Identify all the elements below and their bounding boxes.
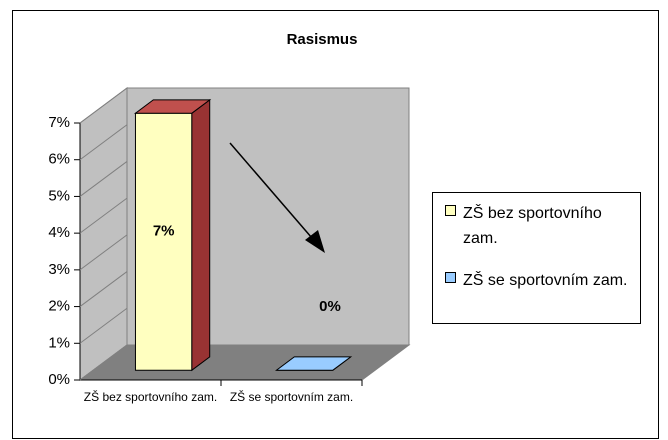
legend-swatch [445,205,456,216]
value-label: 7% [153,223,175,240]
legend-swatch [445,272,456,283]
legend-label: ZŠ bez sportovního zam. [463,205,602,247]
grid-line [79,344,128,381]
y-tick-label: 3% [48,261,70,278]
chart-title: Rasismus [287,31,358,48]
bar [133,98,212,372]
y-tick-label: 1% [48,334,70,351]
x-tick-label: ZŠ bez sportovního zam. [83,390,218,404]
arrow-head [305,230,325,253]
bar-side [191,98,211,372]
grid-line [79,124,128,161]
plot: 0% 1% 2% 3% 4% 5% 6% 7% [48,87,411,388]
y-tick-label: 7% [48,114,70,131]
grid-line [79,161,128,197]
y-tick-label: 0% [48,371,70,388]
arrow [229,142,319,246]
y-tick-label: 4% [48,224,70,241]
bar [274,356,353,371]
y-tick-label: 2% [48,298,70,315]
value-label: 0% [319,298,341,315]
grid-line [79,307,128,344]
y-tick-label: 5% [48,187,70,204]
x-tick-label: ZŠ se sportovním zam. [229,390,354,404]
y-tick-label: 6% [48,151,70,168]
floor [78,344,411,381]
grid-line [79,234,128,271]
side-wall [79,87,128,381]
grid-line [79,87,128,124]
grid-line [79,271,128,307]
legend-label: ZŠ se sportovním zam. [463,272,628,289]
bar-front [134,112,193,371]
legend-box [432,192,641,324]
bar-top [274,356,353,371]
bar-top [133,99,212,114]
grid-line [79,197,128,234]
